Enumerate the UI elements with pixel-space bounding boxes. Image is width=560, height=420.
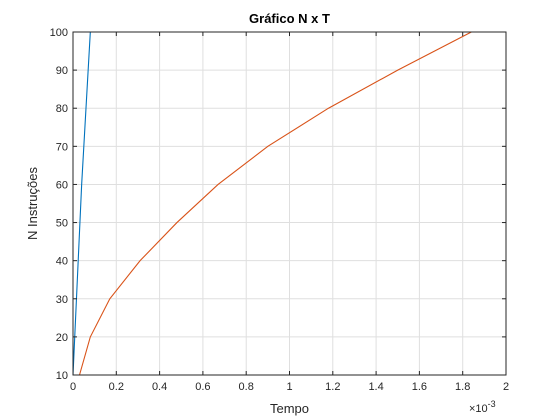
chart-title: Gráfico N x T bbox=[249, 11, 330, 26]
y-tick-label: 80 bbox=[56, 103, 68, 115]
ticks: 0 0.2 0.4 0.6 0.8 1 1.2 1.4 1.6 1.8 2 10 20 30 40 50 60 7… bbox=[50, 27, 509, 393]
series-line-1 bbox=[72, 31, 91, 376]
y-tick-label: 60 bbox=[56, 179, 68, 191]
y-tick-label: 70 bbox=[56, 141, 68, 153]
y-tick-label: 50 bbox=[56, 218, 68, 230]
series-layer bbox=[72, 31, 472, 376]
y-tick-label: 40 bbox=[56, 256, 68, 268]
y-tick-label: 10 bbox=[56, 370, 68, 382]
x-tick-label: 1.6 bbox=[412, 381, 427, 393]
x-axis-exponent-base: ×10 bbox=[469, 403, 488, 415]
x-tick-label: 2 bbox=[503, 381, 509, 393]
y-tick-label: 100 bbox=[50, 27, 68, 39]
y-tick-label: 90 bbox=[56, 65, 68, 77]
x-tick-label: 1.4 bbox=[368, 381, 383, 393]
x-axis-exponent-power: -3 bbox=[488, 399, 496, 409]
x-axis-label: Tempo bbox=[270, 401, 309, 416]
x-tick-label: 1.8 bbox=[455, 381, 470, 393]
y-tick-label: 20 bbox=[56, 332, 68, 344]
x-tick-label: 1 bbox=[286, 381, 292, 393]
grid bbox=[73, 32, 506, 375]
x-tick-label: 0.2 bbox=[109, 381, 124, 393]
series-line-2 bbox=[78, 31, 472, 376]
y-axis-label: N Instruções bbox=[25, 167, 40, 240]
x-tick-label: 0.8 bbox=[239, 381, 254, 393]
x-axis-exponent: ×10-3 bbox=[469, 399, 496, 415]
x-tick-label: 0 bbox=[70, 381, 76, 393]
x-tick-label: 1.2 bbox=[325, 381, 340, 393]
x-tick-label: 0.4 bbox=[152, 381, 167, 393]
y-tick-label: 30 bbox=[56, 294, 68, 306]
x-tick-label: 0.6 bbox=[195, 381, 210, 393]
